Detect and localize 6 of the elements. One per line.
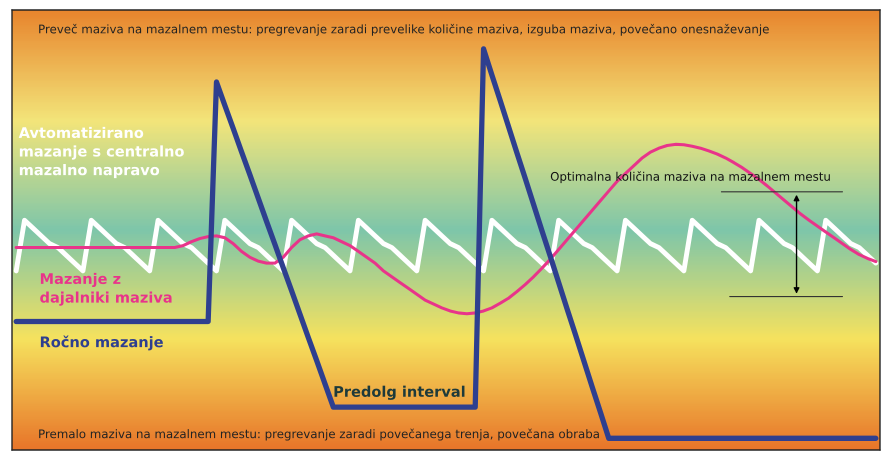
text: Preveč maziva na mazalnem mestu: pregrevanje zaradi prevelike količine maziva, izguba maziva, povečano onesnaževanje [39,24,769,36]
annotation: Premalo maziva na mazalnem mestu: pregrevanje zaradi povečanega trenja, povečana obraba [39,428,599,441]
series-label: Ročno mazanje [40,336,163,350]
text: Avtomatizirano mazanje s centralno mazalno napravo [18,126,184,178]
annotation: Predolg interval [334,386,464,400]
series-label: Mazanje z dajalniki maziva [40,272,172,306]
